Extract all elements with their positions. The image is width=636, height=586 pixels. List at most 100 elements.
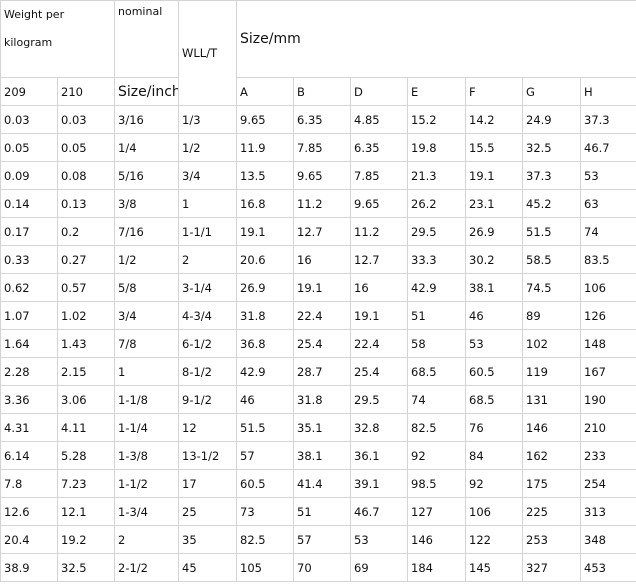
cell: 76 <box>465 413 524 442</box>
cell: 12 <box>178 413 238 442</box>
cell: 60.5 <box>236 469 295 498</box>
cell: 32.5 <box>56 553 116 582</box>
cell: 98.5 <box>407 469 467 498</box>
cell: 1-1/2 <box>114 469 180 498</box>
cell: 35 <box>178 525 238 554</box>
cell: 3-1/4 <box>178 273 238 302</box>
cell: 92 <box>465 469 524 498</box>
cell: 16 <box>350 273 409 302</box>
data-row: 0.62 0.57 5/8 3-1/4 26.9 19.1 16 42.9 38.1 74.5 10… <box>0 273 636 302</box>
cell: 0.62 <box>0 273 58 302</box>
cell: 73 <box>236 497 295 526</box>
cell: 70 <box>293 553 352 582</box>
cell: 131 <box>522 385 582 414</box>
cell: 184 <box>407 553 467 582</box>
cell: 4.31 <box>0 413 58 442</box>
cell: 25.4 <box>350 357 409 386</box>
cell: 209 <box>0 77 58 106</box>
cell: 30.2 <box>465 245 524 274</box>
cell: 19.1 <box>293 273 352 302</box>
cell: 19.1 <box>236 217 295 246</box>
cell: 327 <box>522 553 582 582</box>
cell: 233 <box>580 441 636 470</box>
cell: 210 <box>580 413 636 442</box>
cell: 0.57 <box>56 273 116 302</box>
cell: 253 <box>522 525 582 554</box>
cell: 82.5 <box>407 413 467 442</box>
cell: 57 <box>236 441 295 470</box>
cell: 126 <box>580 301 636 330</box>
cell: 2 <box>114 525 180 554</box>
data-row: 0.03 0.03 3/16 1/3 9.65 6.35 4.85 15.2 14.2 24.9 3… <box>0 105 636 134</box>
cell: 35.1 <box>293 413 352 442</box>
data-row: 7.8 7.23 1-1/2 17 60.5 41.4 39.1 98.5 92 175 254 <box>0 469 636 498</box>
cell: 20.4 <box>0 525 58 554</box>
cell: Size/inch <box>114 77 180 106</box>
cell: 3.36 <box>0 385 58 414</box>
cell: 26.2 <box>407 189 467 218</box>
cell: 9.65 <box>236 105 295 134</box>
cell: 82.5 <box>236 525 295 554</box>
cell: 12.1 <box>56 497 116 526</box>
cell: 1.43 <box>56 329 116 358</box>
cell: 26.9 <box>465 217 524 246</box>
cell: 7.8 <box>0 469 58 498</box>
cell: 2 <box>178 245 238 274</box>
cell: 7/8 <box>114 329 180 358</box>
cell: 6.35 <box>350 133 409 162</box>
cell: 11.9 <box>236 133 295 162</box>
data-row: 0.09 0.08 5/16 3/4 13.5 9.65 7.85 21.3 19.1 37.3 5… <box>0 161 636 190</box>
cell: 0.08 <box>56 161 116 190</box>
cell: 51.5 <box>236 413 295 442</box>
cell: 106 <box>465 497 524 526</box>
cell: 46 <box>236 385 295 414</box>
cell: 5/16 <box>114 161 180 190</box>
cell: 58 <box>407 329 467 358</box>
cell: 0.33 <box>0 245 58 274</box>
cell: 4.11 <box>56 413 116 442</box>
data-row: 3.36 3.06 1-1/8 9-1/2 46 31.8 29.5 74 68.5 131 190 <box>0 385 636 414</box>
cell: 1-3/4 <box>114 497 180 526</box>
cell: 148 <box>580 329 636 358</box>
cell: 92 <box>407 441 467 470</box>
cell: 42.9 <box>236 357 295 386</box>
cell: 3/16 <box>114 105 180 134</box>
cell: 254 <box>580 469 636 498</box>
cell: 19.1 <box>350 301 409 330</box>
cell: 2.15 <box>56 357 116 386</box>
cell: 58.5 <box>522 245 582 274</box>
cell: 145 <box>465 553 524 582</box>
cell: 42.9 <box>407 273 467 302</box>
data-row: 2.28 2.15 1 8-1/2 42.9 28.7 25.4 68.5 60.5 119 167 <box>0 357 636 386</box>
cell: 313 <box>580 497 636 526</box>
cell: 22.4 <box>350 329 409 358</box>
data-row: 38.9 32.5 2-1/2 45 105 70 69 184 145 327 453 <box>0 553 636 582</box>
cell: 19.1 <box>465 161 524 190</box>
cell: 74.5 <box>522 273 582 302</box>
cell: 46.7 <box>580 133 636 162</box>
cell: G <box>522 77 582 106</box>
cell: 53 <box>350 525 409 554</box>
cell: 41.4 <box>293 469 352 498</box>
cell: 46.7 <box>350 497 409 526</box>
cell: 175 <box>522 469 582 498</box>
cell: 0.03 <box>0 105 58 134</box>
cell: 36.8 <box>236 329 295 358</box>
cell: 2-1/2 <box>114 553 180 582</box>
data-row: 20.4 19.2 2 35 82.5 57 53 146 122 253 348 <box>0 525 636 554</box>
cell: 13.5 <box>236 161 295 190</box>
cell: 1.07 <box>0 301 58 330</box>
cell: 37.3 <box>522 161 582 190</box>
cell: 38.9 <box>0 553 58 582</box>
cell: 74 <box>580 217 636 246</box>
cell: 33.3 <box>407 245 467 274</box>
cell: 28.7 <box>293 357 352 386</box>
cell: 9-1/2 <box>178 385 238 414</box>
cell: 1-1/1 <box>178 217 238 246</box>
cell: 1 <box>114 357 180 386</box>
cell: 15.5 <box>465 133 524 162</box>
cell: 0.27 <box>56 245 116 274</box>
cell: 24.9 <box>522 105 582 134</box>
cell: A <box>236 77 295 106</box>
